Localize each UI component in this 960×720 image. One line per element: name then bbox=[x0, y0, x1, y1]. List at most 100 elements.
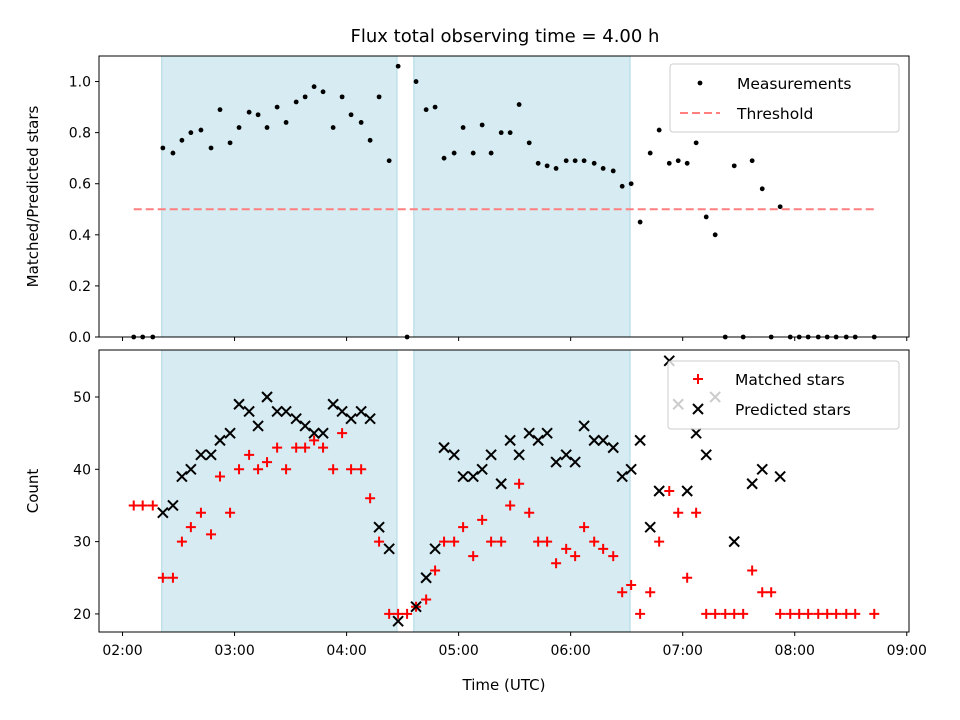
legend-marker-predicted-stars bbox=[692, 403, 704, 415]
predicted-star-point bbox=[616, 470, 628, 483]
matched-star-point bbox=[813, 608, 824, 619]
matched-star-point bbox=[682, 572, 693, 583]
predicted-star-point bbox=[644, 521, 656, 533]
matched-star-point bbox=[281, 464, 292, 475]
matched-star-point bbox=[214, 471, 225, 482]
predicted-star-point bbox=[364, 412, 376, 425]
matched-star-point bbox=[167, 572, 178, 583]
measurement-point bbox=[479, 122, 485, 128]
matched-star-point bbox=[533, 536, 544, 547]
matched-star-point bbox=[393, 608, 404, 619]
measurement-point bbox=[712, 232, 718, 238]
bottom-plot-frame bbox=[98, 349, 910, 633]
predicted-star-point bbox=[205, 449, 217, 461]
measurement-point bbox=[330, 125, 336, 130]
matched-star-point bbox=[831, 608, 842, 619]
x-tick-label: 04:00 bbox=[326, 643, 366, 659]
predicted-star-point bbox=[252, 420, 264, 432]
panel-star-count: 02:00 03:00 04:00 05:00 06:00 07:00 08:00 09:00… bbox=[24, 349, 927, 694]
matched-star-point bbox=[439, 536, 450, 547]
bottom-axis-ticks: 02:00 03:00 04:00 05:00 06:00 07:00 08:00 09:00… bbox=[73, 390, 927, 659]
matched-star-point bbox=[822, 608, 833, 619]
predicted-star-point bbox=[653, 485, 665, 497]
measurement-point bbox=[311, 84, 317, 90]
measurement-point bbox=[293, 99, 299, 105]
matched-star-point bbox=[598, 543, 609, 554]
measurement-point bbox=[179, 137, 185, 143]
x-axis-label: Time (UTC) bbox=[462, 676, 546, 694]
y-tick-label: 30 bbox=[73, 535, 91, 551]
matched-star-point bbox=[738, 608, 749, 619]
x-tick-label: 06:00 bbox=[550, 643, 590, 659]
matched-star-point bbox=[157, 572, 168, 583]
legend-label-predicted-stars: Predicted stars bbox=[735, 401, 851, 419]
legend-label-matched-stars: Matched stars bbox=[735, 371, 845, 389]
predicted-star-point bbox=[355, 405, 367, 418]
bottom-legend-box bbox=[667, 360, 900, 430]
matched-star-point bbox=[729, 608, 740, 619]
y-tick-label: 1.0 bbox=[69, 75, 91, 91]
x-tick-label: 03:00 bbox=[214, 643, 254, 659]
measurement-point bbox=[320, 89, 326, 95]
matched-star-point bbox=[775, 608, 786, 619]
matched-star-point bbox=[524, 507, 535, 518]
matched-star-point bbox=[458, 522, 469, 533]
measurement-point bbox=[339, 94, 345, 100]
observing-bands-top bbox=[161, 55, 631, 338]
measurement-point bbox=[208, 145, 214, 151]
matched-star-point bbox=[346, 464, 357, 475]
measurement-point bbox=[600, 166, 606, 171]
measurement-point bbox=[488, 150, 494, 156]
chart-title: Flux total observing time = 4.00 h bbox=[351, 26, 660, 47]
measurement-point bbox=[236, 125, 242, 130]
matched-star-point bbox=[766, 587, 777, 598]
predicted-star-point bbox=[157, 506, 169, 519]
matched-star-point bbox=[850, 608, 861, 619]
measurement-point bbox=[553, 166, 559, 171]
measurement-point bbox=[516, 102, 522, 107]
legend-label-threshold: Threshold bbox=[736, 105, 813, 123]
predicted-star-point bbox=[625, 463, 637, 476]
predicted-star-point bbox=[308, 427, 320, 439]
measurement-point bbox=[170, 150, 176, 156]
bottom-legend: Matched stars Predicted stars bbox=[667, 360, 900, 430]
predicted-star-point bbox=[467, 470, 479, 483]
measurement-point bbox=[451, 150, 457, 156]
measurement-point bbox=[246, 109, 252, 115]
measurement-point bbox=[581, 158, 587, 164]
y-tick-label: 0.6 bbox=[69, 177, 91, 193]
x-tick-label: 07:00 bbox=[663, 643, 703, 659]
matched-star-point bbox=[402, 608, 413, 619]
measurement-point bbox=[160, 145, 166, 151]
measurement-point bbox=[666, 160, 672, 166]
measurement-point bbox=[432, 104, 438, 110]
measurement-point bbox=[675, 158, 681, 164]
measurement-point bbox=[637, 219, 643, 225]
y-tick-label: 20 bbox=[73, 607, 91, 623]
matched-star-point bbox=[328, 464, 339, 475]
predicted-star-point bbox=[485, 449, 497, 461]
matched-star-point bbox=[551, 558, 562, 569]
matched-star-point bbox=[608, 551, 619, 562]
matched-star-point bbox=[365, 493, 376, 504]
predicted-star-point bbox=[569, 456, 581, 468]
predicted-star-point bbox=[541, 427, 553, 439]
matched-star-point bbox=[654, 536, 665, 547]
panel-flux-ratio: 0.0 0.2 0.4 0.6 0.8 1.0 Matched/Predicted sta… bbox=[24, 55, 910, 346]
top-plot-frame bbox=[98, 55, 910, 338]
matched-star-point bbox=[234, 464, 245, 475]
matched-star-point bbox=[262, 457, 273, 468]
matched-star-point bbox=[195, 507, 206, 518]
measurement-point bbox=[198, 127, 204, 133]
matched-star-point bbox=[477, 514, 488, 525]
predicted-star-point bbox=[495, 478, 507, 490]
measurement-point bbox=[507, 130, 513, 136]
matched-star-point bbox=[337, 428, 348, 439]
measurement-point bbox=[470, 150, 476, 156]
legend-dot bbox=[697, 80, 703, 86]
bottom-series bbox=[128, 355, 880, 627]
matched-star-point bbox=[449, 536, 460, 547]
measurement-point bbox=[759, 186, 765, 192]
matched-star-point bbox=[486, 536, 497, 547]
